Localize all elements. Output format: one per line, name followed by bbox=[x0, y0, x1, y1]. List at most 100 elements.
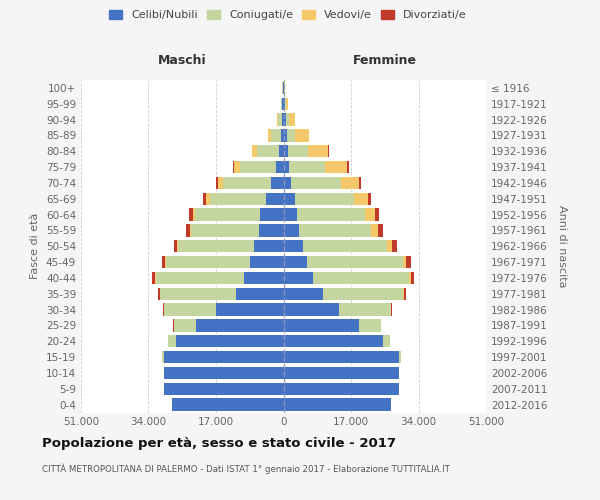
Bar bbox=[359, 319, 381, 332]
Bar bbox=[284, 351, 398, 364]
Bar bbox=[406, 256, 410, 268]
Bar bbox=[164, 304, 216, 316]
Bar bbox=[328, 145, 329, 158]
Bar bbox=[284, 208, 298, 221]
Bar bbox=[284, 240, 304, 252]
Bar bbox=[286, 98, 287, 110]
Bar bbox=[409, 272, 410, 284]
Bar bbox=[178, 240, 254, 252]
Bar bbox=[378, 224, 383, 236]
Bar bbox=[223, 176, 271, 189]
Bar bbox=[172, 398, 284, 411]
Bar bbox=[218, 176, 223, 189]
Bar bbox=[190, 224, 191, 236]
Bar bbox=[347, 161, 349, 173]
Bar bbox=[284, 319, 359, 332]
Bar bbox=[284, 398, 391, 411]
Bar bbox=[323, 288, 403, 300]
Bar bbox=[217, 176, 218, 189]
Bar bbox=[284, 114, 286, 126]
Bar bbox=[160, 288, 236, 300]
Bar bbox=[164, 382, 284, 395]
Bar bbox=[284, 272, 313, 284]
Text: Popolazione per età, sesso e stato civile - 2017: Popolazione per età, sesso e stato civil… bbox=[42, 438, 396, 450]
Bar bbox=[284, 161, 289, 173]
Bar bbox=[169, 335, 176, 347]
Bar bbox=[252, 145, 257, 158]
Bar bbox=[193, 208, 195, 221]
Bar bbox=[164, 351, 284, 364]
Bar bbox=[173, 240, 177, 252]
Bar bbox=[375, 208, 379, 221]
Bar bbox=[196, 319, 284, 332]
Bar bbox=[260, 208, 284, 221]
Bar bbox=[250, 256, 284, 268]
Bar bbox=[266, 192, 284, 205]
Bar bbox=[371, 224, 378, 236]
Bar bbox=[307, 256, 403, 268]
Bar bbox=[191, 224, 259, 236]
Bar bbox=[286, 114, 289, 126]
Bar bbox=[403, 288, 404, 300]
Bar bbox=[278, 114, 281, 126]
Bar bbox=[216, 304, 284, 316]
Bar bbox=[284, 256, 307, 268]
Bar bbox=[289, 114, 295, 126]
Bar bbox=[195, 208, 260, 221]
Bar bbox=[365, 208, 375, 221]
Bar bbox=[157, 272, 244, 284]
Bar bbox=[339, 304, 391, 316]
Bar bbox=[289, 161, 325, 173]
Text: CITTÀ METROPOLITANA DI PALERMO - Dati ISTAT 1° gennaio 2017 - Elaborazione TUTTI: CITTÀ METROPOLITANA DI PALERMO - Dati IS… bbox=[42, 464, 450, 474]
Bar bbox=[282, 98, 284, 110]
Bar bbox=[166, 256, 250, 268]
Bar bbox=[175, 319, 196, 332]
Y-axis label: Fasce di età: Fasce di età bbox=[31, 213, 40, 280]
Y-axis label: Anni di nascita: Anni di nascita bbox=[557, 205, 567, 288]
Bar bbox=[164, 366, 284, 379]
Bar bbox=[176, 335, 284, 347]
Text: Femmine: Femmine bbox=[353, 54, 417, 68]
Bar bbox=[308, 145, 328, 158]
Bar bbox=[391, 304, 392, 316]
Bar bbox=[152, 272, 155, 284]
Bar bbox=[292, 176, 341, 189]
Bar bbox=[189, 208, 193, 221]
Bar bbox=[284, 382, 398, 395]
Bar bbox=[163, 351, 164, 364]
Bar bbox=[279, 145, 284, 158]
Bar bbox=[298, 208, 365, 221]
Bar bbox=[284, 288, 323, 300]
Bar bbox=[177, 240, 178, 252]
Bar bbox=[257, 145, 279, 158]
Bar bbox=[295, 129, 309, 141]
Bar bbox=[284, 129, 287, 141]
Bar bbox=[403, 256, 406, 268]
Bar bbox=[203, 192, 206, 205]
Bar bbox=[392, 240, 397, 252]
Bar bbox=[158, 288, 160, 300]
Bar bbox=[287, 129, 295, 141]
Bar bbox=[284, 304, 339, 316]
Bar bbox=[281, 98, 282, 110]
Text: Maschi: Maschi bbox=[158, 54, 206, 68]
Bar bbox=[155, 272, 157, 284]
Bar bbox=[281, 114, 284, 126]
Bar bbox=[398, 351, 401, 364]
Bar bbox=[284, 366, 398, 379]
Bar bbox=[268, 129, 271, 141]
Bar bbox=[271, 129, 281, 141]
Bar bbox=[254, 240, 284, 252]
Bar bbox=[284, 224, 299, 236]
Bar bbox=[240, 161, 275, 173]
Bar bbox=[275, 161, 284, 173]
Bar bbox=[206, 192, 210, 205]
Bar bbox=[162, 256, 166, 268]
Bar bbox=[387, 240, 392, 252]
Bar bbox=[277, 114, 278, 126]
Bar bbox=[284, 145, 288, 158]
Bar bbox=[383, 335, 390, 347]
Bar bbox=[404, 288, 406, 300]
Bar bbox=[299, 224, 371, 236]
Bar bbox=[163, 304, 164, 316]
